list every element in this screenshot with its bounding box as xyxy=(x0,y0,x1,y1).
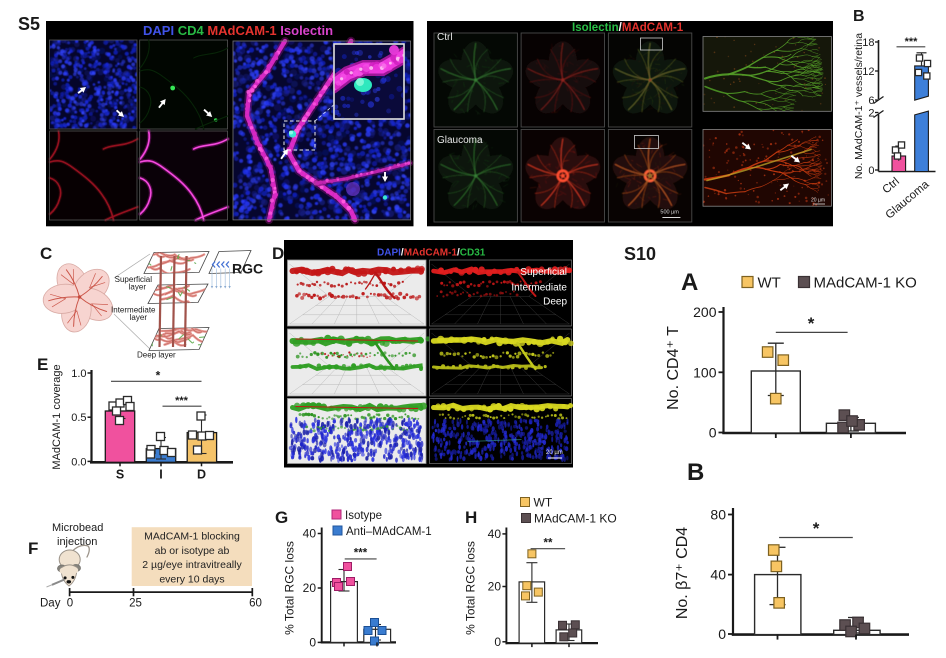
svg-text:H: H xyxy=(465,508,477,527)
svg-text:RGC: RGC xyxy=(232,261,263,277)
svg-text:Deep: Deep xyxy=(543,297,567,308)
svg-text:WT: WT xyxy=(534,496,553,510)
svg-text:ab or isotype ab: ab or isotype ab xyxy=(155,545,230,557)
svg-text:100: 100 xyxy=(693,364,717,380)
svg-text:No. β7⁺ CD4: No. β7⁺ CD4 xyxy=(674,527,691,619)
svg-text:Isotype: Isotype xyxy=(345,510,382,522)
svg-text:Glaucoma: Glaucoma xyxy=(437,135,483,146)
svg-text:20: 20 xyxy=(303,581,317,595)
svg-text:DAPI CD4 MAdCAM-1 Isolectin: DAPI CD4 MAdCAM-1 Isolectin xyxy=(143,23,333,38)
svg-text:% Total RGC loss: % Total RGC loss xyxy=(283,541,297,635)
svg-text:0: 0 xyxy=(868,165,874,177)
svg-text:0.5: 0.5 xyxy=(71,412,86,424)
svg-text:2 µg/eye intravitreally: 2 µg/eye intravitreally xyxy=(142,559,242,571)
svg-text:*: * xyxy=(156,369,161,383)
svg-text:***: *** xyxy=(175,395,189,407)
svg-text:20: 20 xyxy=(488,580,502,594)
svg-text:Intermediate: Intermediate xyxy=(111,306,156,315)
svg-text:D: D xyxy=(197,468,206,482)
svg-text:D: D xyxy=(272,244,284,263)
svg-text:Ctrl: Ctrl xyxy=(437,32,453,43)
svg-text:S10: S10 xyxy=(624,244,656,264)
svg-text:*: * xyxy=(808,314,815,333)
svg-text:WT: WT xyxy=(758,275,781,292)
svg-text:B: B xyxy=(687,459,704,486)
svg-text:Superficial: Superficial xyxy=(520,267,567,278)
svg-text:C: C xyxy=(40,244,52,263)
svg-text:injection: injection xyxy=(57,536,97,548)
svg-text:Deep layer: Deep layer xyxy=(137,351,176,360)
svg-text:No. MAdCAM-1⁺ vessels/retina: No. MAdCAM-1⁺ vessels/retina xyxy=(853,33,865,179)
svg-text:80: 80 xyxy=(710,507,726,523)
svg-text:60: 60 xyxy=(249,598,262,610)
svg-text:% Total RGC loss: % Total RGC loss xyxy=(464,541,478,635)
svg-text:0: 0 xyxy=(709,425,717,441)
svg-text:0: 0 xyxy=(309,636,316,650)
svg-text:Superficial: Superficial xyxy=(115,275,153,284)
svg-text:200: 200 xyxy=(693,304,717,320)
svg-text:*: * xyxy=(813,519,820,538)
svg-text:layer: layer xyxy=(130,313,148,322)
svg-text:Day: Day xyxy=(40,598,61,610)
svg-text:20 µm: 20 µm xyxy=(546,450,563,456)
svg-text:Microbead: Microbead xyxy=(52,522,103,534)
svg-text:1.0: 1.0 xyxy=(71,368,86,380)
svg-text:20 µm: 20 µm xyxy=(811,198,825,204)
svg-text:No. CD4⁺ T: No. CD4⁺ T xyxy=(665,326,682,410)
svg-text:MAdCAM-1 KO: MAdCAM-1 KO xyxy=(534,512,617,526)
svg-text:***: *** xyxy=(905,36,919,48)
svg-text:E: E xyxy=(37,355,48,374)
svg-text:A: A xyxy=(681,269,698,296)
svg-text:I: I xyxy=(159,468,162,482)
svg-text:**: ** xyxy=(544,537,553,549)
svg-text:MAdCAM-1 KO: MAdCAM-1 KO xyxy=(814,275,917,292)
svg-text:F: F xyxy=(28,539,38,558)
svg-text:MAdCAM-1 coverage: MAdCAM-1 coverage xyxy=(51,364,63,469)
svg-text:40: 40 xyxy=(303,527,317,541)
svg-text:500 µm: 500 µm xyxy=(660,210,679,216)
svg-text:***: *** xyxy=(354,548,368,560)
svg-text:layer: layer xyxy=(129,283,147,292)
svg-text:40: 40 xyxy=(488,527,502,541)
svg-text:MAdCAM-1 blocking: MAdCAM-1 blocking xyxy=(144,531,240,543)
svg-text:40: 40 xyxy=(710,567,726,583)
svg-text:12: 12 xyxy=(862,66,874,78)
svg-text:25: 25 xyxy=(129,598,142,610)
svg-text:B: B xyxy=(853,8,865,25)
svg-text:Isolectin/MAdCAM-1: Isolectin/MAdCAM-1 xyxy=(572,22,684,34)
svg-text:S: S xyxy=(116,468,124,482)
svg-text:S5: S5 xyxy=(18,14,40,34)
svg-text:0.0: 0.0 xyxy=(71,456,86,468)
svg-text:0: 0 xyxy=(718,626,726,642)
svg-text:2: 2 xyxy=(868,107,874,119)
svg-text:18: 18 xyxy=(862,37,874,49)
svg-text:G: G xyxy=(275,508,288,527)
svg-text:Intermediate: Intermediate xyxy=(511,283,567,294)
svg-text:6: 6 xyxy=(868,95,874,107)
svg-text:DAPI/MAdCAM-1/CD31: DAPI/MAdCAM-1/CD31 xyxy=(377,248,486,259)
svg-text:Anti–MAdCAM-1: Anti–MAdCAM-1 xyxy=(346,526,432,538)
svg-text:0: 0 xyxy=(494,635,501,649)
svg-text:0: 0 xyxy=(67,598,73,610)
svg-text:Ctrl: Ctrl xyxy=(881,176,902,197)
svg-text:every 10 days: every 10 days xyxy=(159,573,224,585)
